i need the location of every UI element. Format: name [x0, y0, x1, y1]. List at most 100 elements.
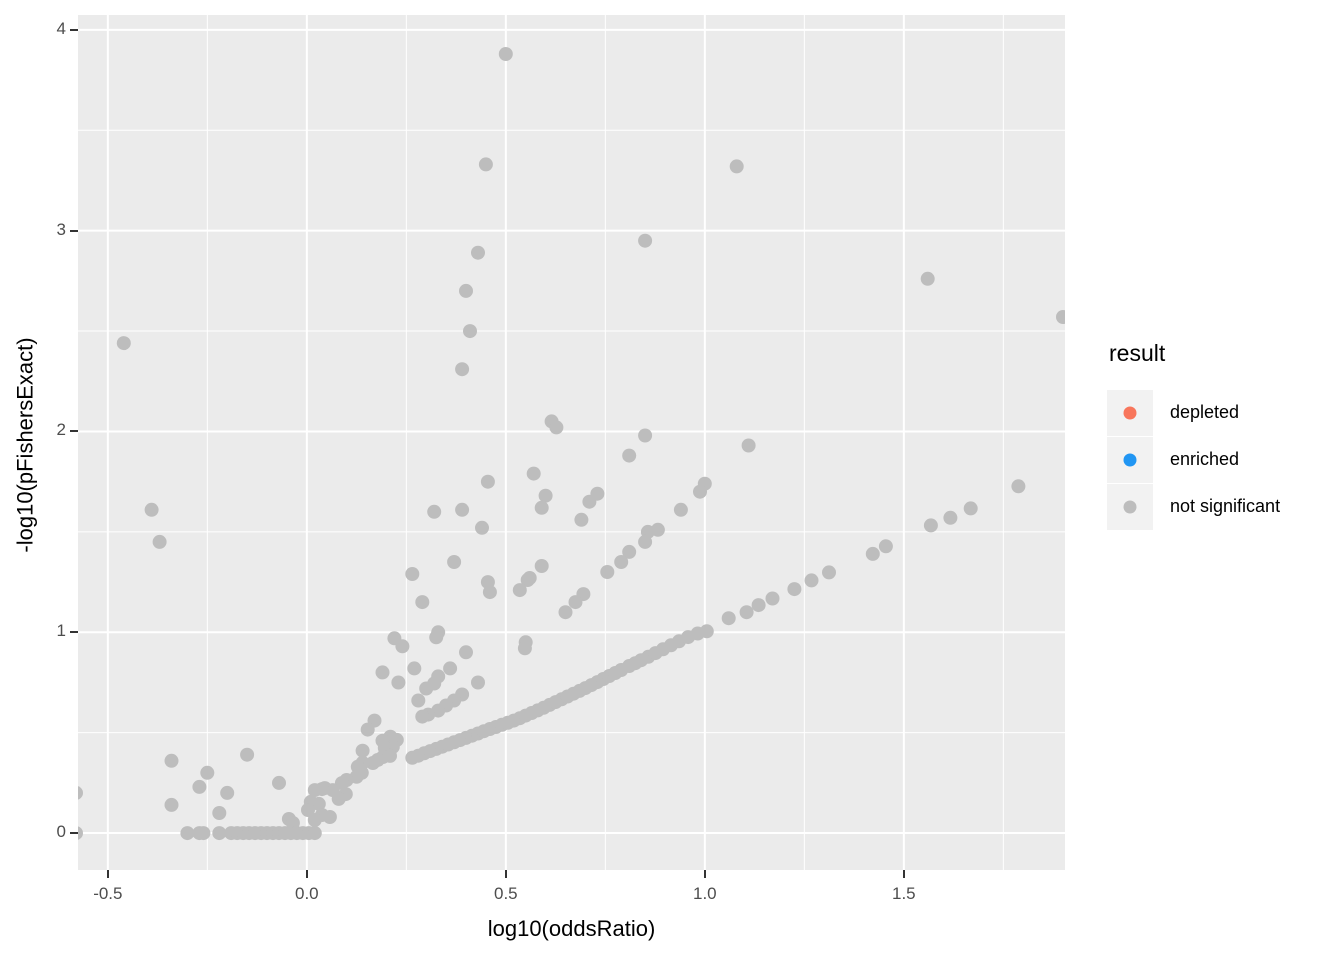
legend-title: result [1109, 340, 1166, 366]
legend-item-enriched: enriched [1107, 436, 1280, 483]
data-point [455, 502, 470, 517]
data-point [693, 484, 707, 499]
data-point [212, 826, 227, 841]
data-point [574, 512, 589, 527]
data-point [405, 567, 420, 581]
y-axis-title: -log10(pFishersExact) [12, 337, 38, 553]
x-axis-title: log10(oddsRatio) [487, 916, 656, 941]
data-point [739, 605, 754, 620]
data-point [480, 474, 495, 489]
data-point [459, 283, 473, 298]
data-point [471, 245, 485, 260]
data-point [558, 605, 573, 620]
data-point [526, 466, 541, 481]
data-point [638, 428, 653, 443]
data-point [411, 693, 426, 708]
data-point [455, 362, 470, 377]
data-point [196, 826, 211, 841]
data-point [878, 539, 893, 554]
legend-dot-icon [1123, 500, 1137, 513]
x-tick-mark [106, 870, 109, 878]
legend-dot-icon [1123, 453, 1137, 466]
data-point [443, 661, 458, 676]
data-point [673, 502, 688, 517]
data-point [638, 534, 653, 549]
data-point [512, 583, 527, 598]
data-point [212, 806, 227, 820]
legend-label: not significant [1170, 496, 1281, 516]
data-point [699, 624, 714, 639]
data-point [272, 775, 286, 790]
data-point [729, 159, 744, 174]
x-tick-label: 0.0 [295, 884, 319, 903]
data-point [220, 785, 235, 800]
y-tick-mark [70, 28, 78, 31]
legend-key [1107, 483, 1153, 530]
data-point [301, 803, 315, 817]
data-point [463, 324, 477, 339]
legend-item-not-significant: not significant [1107, 483, 1280, 530]
data-point [427, 504, 442, 519]
data-point [741, 438, 756, 453]
y-tick-mark [70, 430, 78, 433]
data-point [549, 420, 564, 435]
data-point [478, 157, 493, 172]
data-point [520, 573, 535, 587]
y-tick-label: 4 [56, 18, 66, 38]
data-point [963, 501, 978, 516]
y-tick-label: 3 [56, 219, 66, 239]
data-point [943, 510, 958, 525]
data-point [152, 534, 167, 549]
legend-label: enriched [1170, 449, 1240, 469]
data-point [582, 494, 597, 509]
data-point [638, 233, 653, 248]
data-point [164, 753, 179, 768]
data-point [395, 639, 410, 654]
data-point [192, 779, 207, 794]
data-point [360, 722, 375, 737]
legend-item-depleted: depleted [1107, 389, 1280, 436]
plot-panel [78, 15, 1065, 870]
data-point [375, 665, 390, 680]
data-point [419, 681, 434, 696]
data-point [200, 765, 215, 780]
data-point [391, 675, 406, 690]
x-tick-mark [902, 870, 905, 878]
y-tick-label: 0 [56, 822, 66, 842]
data-point [429, 630, 444, 645]
data-point [787, 582, 802, 597]
data-point [240, 747, 255, 762]
scatter-plot [78, 15, 1065, 870]
legend-items: depleted enriched not significant [1107, 389, 1280, 530]
data-point [475, 520, 489, 535]
legend-label: depleted [1170, 402, 1240, 422]
data-point [517, 641, 532, 656]
x-tick-label: 1.5 [891, 884, 916, 903]
data-point [78, 826, 83, 840]
data-point [822, 565, 836, 580]
y-tick-mark [70, 631, 78, 634]
data-point [116, 336, 131, 351]
data-point [307, 783, 322, 798]
y-tick-mark [70, 229, 78, 232]
data-point [447, 555, 462, 569]
data-point [721, 611, 736, 626]
data-point [415, 709, 430, 724]
data-point [622, 544, 637, 559]
data-point [459, 645, 473, 660]
data-point [538, 488, 553, 503]
data-point [415, 595, 430, 610]
x-tick-label: 0.5 [494, 884, 518, 903]
data-point [568, 595, 583, 610]
legend: result depleted enriched not significant [1107, 340, 1280, 530]
data-point [180, 826, 195, 841]
data-point [614, 555, 629, 569]
data-point [865, 546, 880, 561]
data-point [600, 565, 615, 579]
y-tick-mark [70, 832, 78, 835]
legend-key [1107, 389, 1153, 436]
data-point [1011, 479, 1026, 494]
data-point [765, 591, 780, 606]
legend-key [1107, 436, 1153, 483]
